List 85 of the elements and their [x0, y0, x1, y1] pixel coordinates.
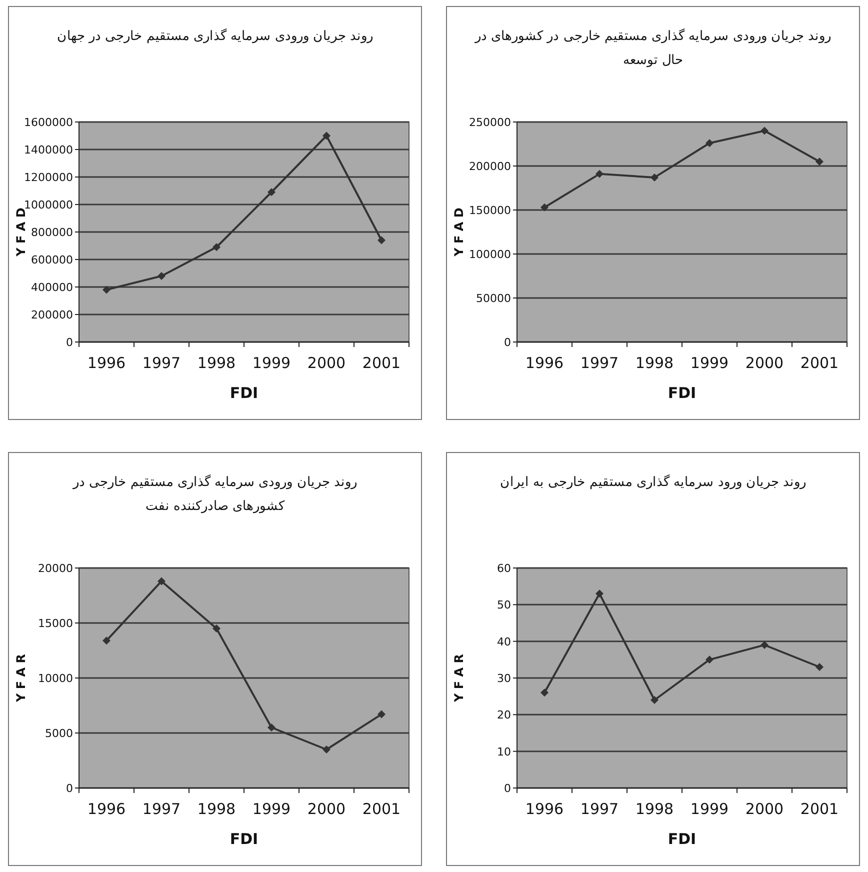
y-tick-label: 0: [66, 336, 73, 349]
point: [212, 624, 220, 632]
x-tick-label: 1997: [580, 354, 619, 372]
point: [322, 132, 330, 140]
point: [816, 663, 824, 671]
point: [158, 272, 166, 280]
x-tick-label: 1996: [525, 800, 564, 818]
y-tick-label: 1400000: [24, 144, 73, 156]
x-tick-label: 2000: [307, 800, 346, 818]
point: [650, 173, 658, 182]
chart-title: روند جریان ورودی سرمایه گذاری مستقیم خارجی در کشورهای صادرکننده نفت: [72, 474, 358, 516]
x-tick-label: 1999: [252, 354, 291, 372]
y-tick-label: 1600000: [24, 116, 73, 129]
chart-title: روند جریان ورودی سرمایه گذاری مستقیم خارجی در کشورهای در حال توسعه: [474, 28, 832, 70]
x-tick-label: 1998: [635, 354, 674, 372]
x-tick-label: 2001: [800, 354, 839, 372]
x-tick-label: 1996: [87, 800, 126, 818]
y-tick-label: 200000: [31, 308, 73, 322]
x-tick-label: 2001: [362, 354, 401, 372]
y-tick-label: 50000: [476, 292, 511, 305]
point: [650, 696, 658, 704]
point: [378, 236, 386, 244]
x-axis-title: FDI: [668, 384, 696, 402]
x-tick-label: 1998: [197, 354, 236, 372]
x-axis-title: FDI: [230, 384, 258, 402]
y-tick-label: 200000: [469, 160, 511, 173]
y-axis-title: Y F A D: [452, 208, 466, 258]
y-tick-label: 5000: [45, 727, 73, 740]
y-tick-label: 100000: [469, 248, 511, 261]
y-tick-label: 800000: [31, 226, 73, 239]
y-tick-label: 600000: [31, 254, 73, 266]
x-tick-label: 1999: [690, 354, 729, 372]
point: [268, 188, 276, 196]
y-tick-label: 20: [497, 708, 511, 722]
x-tick-label: 1996: [525, 354, 564, 372]
x-axis-title: FDI: [230, 830, 258, 848]
x-axis-title: FDI: [668, 830, 696, 848]
y-tick-label: 10: [497, 745, 511, 758]
point: [540, 688, 548, 697]
y-tick-label: 20000: [38, 562, 73, 575]
x-tick-label: 2000: [745, 800, 784, 818]
x-tick-label: 1999: [252, 800, 291, 818]
y-tick-label: 150000: [469, 204, 511, 217]
y-axis-title: Y F A R: [452, 654, 466, 703]
point: [760, 641, 768, 649]
y-tick-label: 250000: [469, 116, 511, 129]
y-tick-label: 0: [66, 782, 73, 795]
point: [378, 710, 386, 718]
x-tick-label: 2001: [362, 800, 401, 818]
y-tick-label: 10000: [38, 672, 73, 685]
point: [706, 139, 714, 148]
y-tick-label: 60: [497, 562, 511, 575]
x-tick-label: 1997: [142, 354, 181, 372]
point: [706, 656, 714, 664]
y-tick-label: 40: [497, 635, 511, 648]
x-tick-label: 2000: [745, 354, 784, 372]
x-tick-label: 1996: [87, 354, 126, 372]
point: [102, 286, 110, 294]
y-tick-label: 0: [504, 782, 511, 795]
x-tick-label: 2000: [307, 354, 346, 372]
point: [158, 577, 166, 586]
point: [540, 203, 548, 212]
y-tick-label: 30: [497, 672, 511, 685]
point: [816, 158, 824, 166]
x-tick-label: 1998: [197, 800, 236, 818]
y-tick-label: 50: [497, 598, 511, 612]
x-tick-label: 1998: [635, 800, 674, 818]
point: [322, 746, 330, 754]
point: [596, 170, 604, 178]
point: [760, 126, 768, 135]
x-tick-label: 1999: [690, 800, 729, 818]
point: [102, 636, 110, 645]
x-tick-label: 1997: [142, 800, 181, 818]
point: [212, 243, 220, 252]
y-tick-label: 15000: [38, 617, 73, 630]
y-axis-title: Y F A R: [14, 654, 28, 703]
point: [596, 590, 604, 598]
y-tick-label: 400000: [31, 281, 73, 294]
chart-title: روند جریان ورود سرمایه گذاری مستقیم خارجی به ایران: [498, 474, 808, 492]
x-tick-label: 1997: [580, 800, 619, 818]
y-tick-label: 1200000: [24, 171, 73, 184]
point: [268, 724, 276, 732]
x-tick-label: 2001: [800, 800, 839, 818]
y-tick-label: 0: [504, 336, 511, 349]
chart-title: روند جریان ورودی سرمایه گذاری مستقیم خارجی در جهان: [56, 28, 374, 46]
